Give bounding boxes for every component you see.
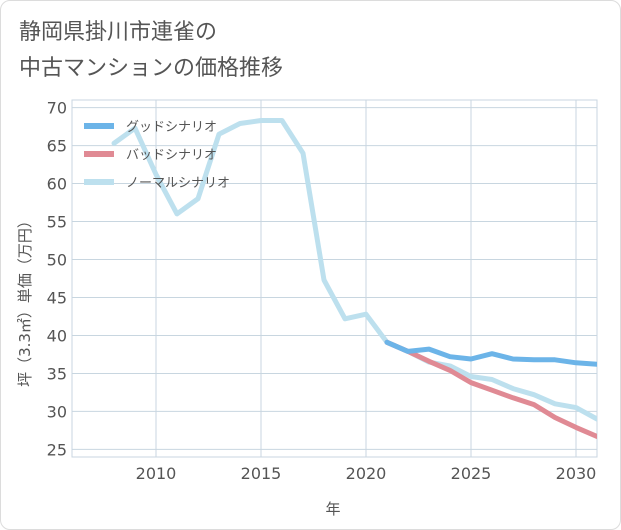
x-tick-label: 2030	[556, 464, 597, 483]
x-tick-label: 2020	[346, 464, 387, 483]
y-tick-label: 45	[47, 288, 67, 307]
legend-label-1: バッドシナリオ	[126, 148, 217, 163]
y-tick-label: 60	[47, 175, 67, 194]
x-tick-label: 2015	[241, 464, 282, 483]
series-lines	[111, 118, 597, 439]
y-tick-label: 35	[47, 364, 67, 383]
series-line-1	[384, 339, 597, 439]
plot-border	[71, 99, 598, 458]
legend-label-2: ノーマルシナリオ	[126, 176, 230, 191]
y-tick-label: 50	[47, 251, 67, 270]
y-tick-label: 25	[47, 440, 67, 459]
series-line-0	[384, 339, 597, 367]
series-line-2	[111, 118, 597, 422]
y-tick-label: 65	[47, 137, 67, 156]
legend-label-0: グッドシナリオ	[126, 120, 217, 135]
y-tick-label: 30	[47, 402, 67, 421]
grid-lines	[71, 99, 598, 458]
y-tick-label: 55	[47, 213, 67, 232]
axes: 25 30 35 40 45 50 55 60 65 70 2010 2015 2020 2025 2030	[47, 99, 597, 483]
title-line-1: 静岡県掛川市連雀の	[19, 20, 218, 45]
y-tick-label: 40	[47, 326, 67, 345]
x-axis-label: 年	[325, 500, 340, 518]
title-line-2: 中古マンションの価格推移	[19, 56, 284, 81]
chart-title: 静岡県掛川市連雀の 中古マンションの価格推移	[19, 15, 283, 87]
y-tick-label: 70	[47, 99, 67, 118]
x-tick-label: 2025	[451, 464, 492, 483]
y-axis-label: 坪（3.3㎡）単価（万円）	[16, 213, 34, 387]
x-tick-label: 2010	[136, 464, 177, 483]
